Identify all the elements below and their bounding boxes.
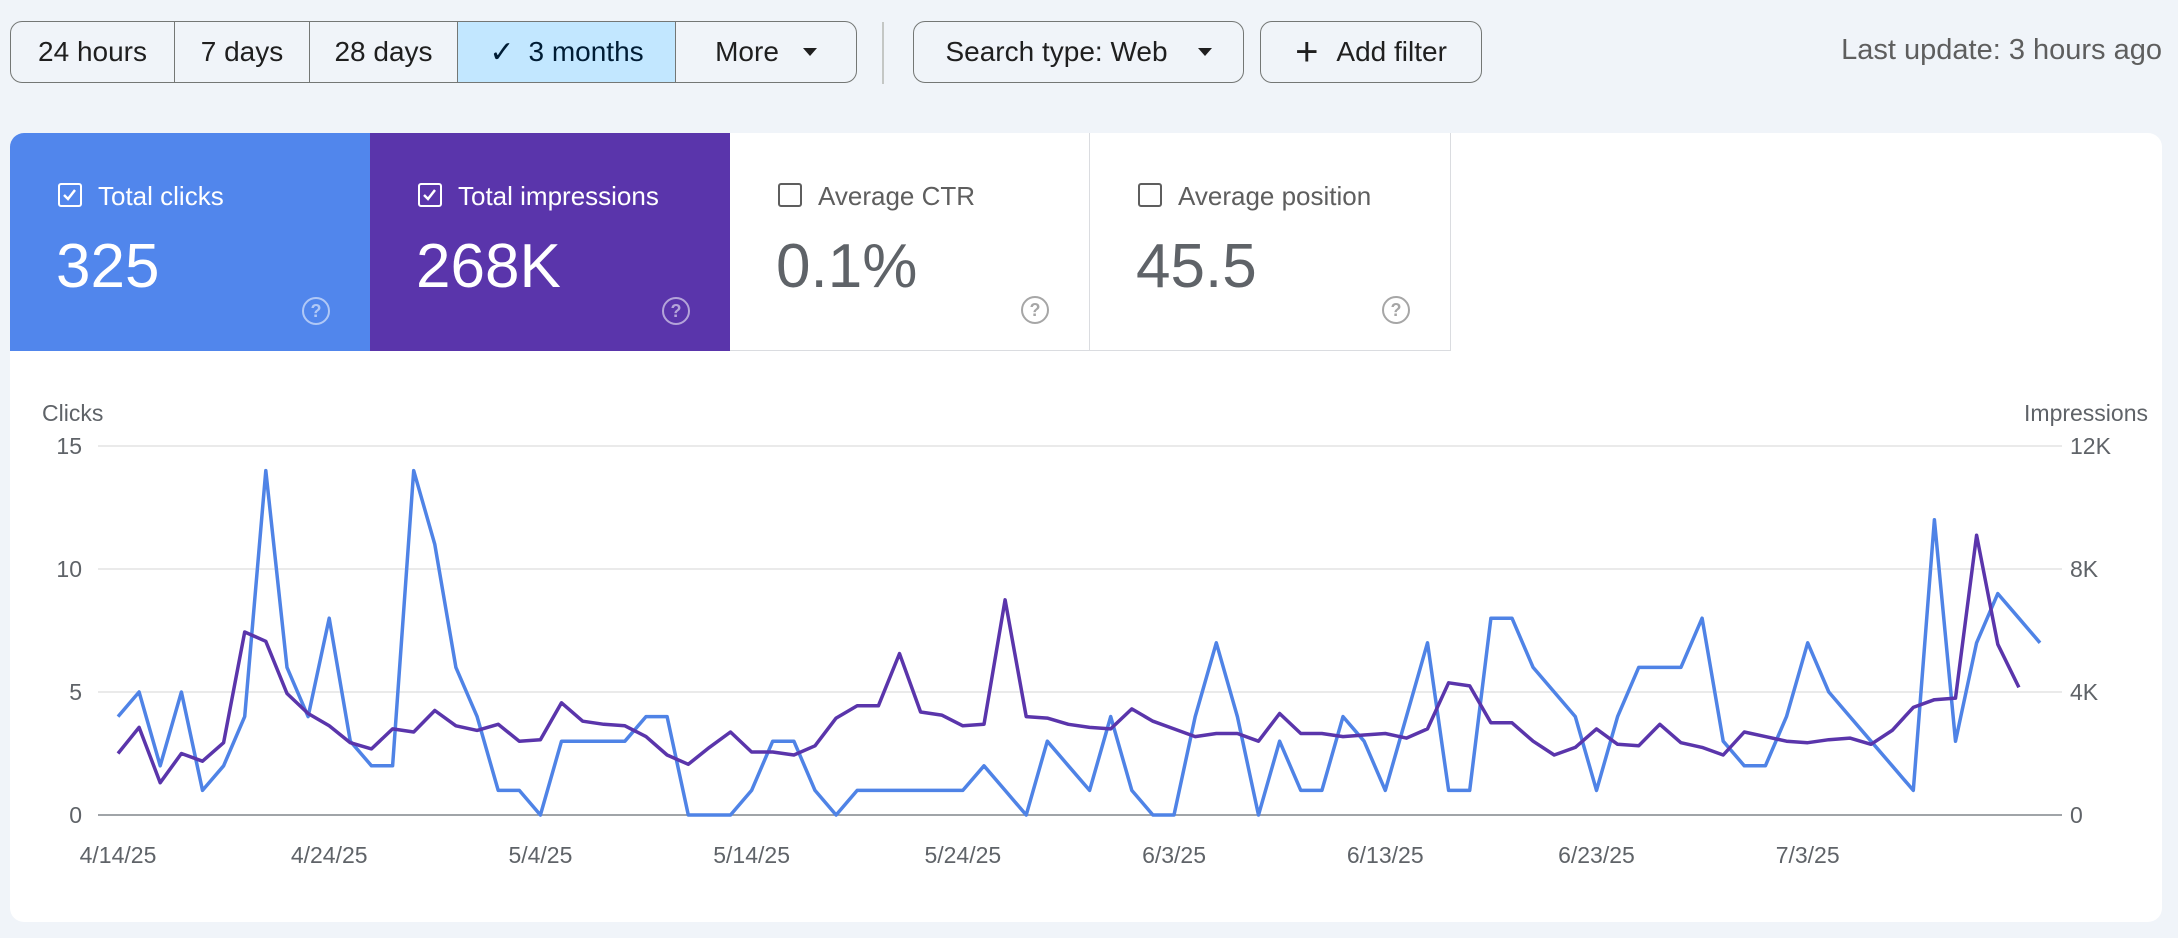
right-tick-label: 8K	[2070, 556, 2099, 582]
checkbox-unchecked-icon[interactable]	[1138, 183, 1162, 207]
metric-label: Total impressions	[458, 181, 659, 211]
x-axis-ticks: 4/14/25 4/24/25 5/4/25 5/14/25 5/24/25 6/3/25…	[80, 842, 1840, 868]
check-icon: ✓	[489, 35, 515, 69]
chevron-down-icon	[802, 48, 817, 56]
x-tick-label: 4/24/25	[291, 842, 368, 868]
series-line-impressions	[116, 533, 2021, 785]
right-tick-label: 0	[2070, 802, 2083, 828]
range-label: 28 days	[334, 36, 433, 67]
chevron-down-icon	[1197, 48, 1212, 56]
range-label: 7 days	[200, 36, 284, 67]
x-tick-label: 6/13/25	[1347, 842, 1424, 868]
left-axis-ticks: 0 5 10 15	[56, 433, 82, 828]
plus-icon: +	[1295, 30, 1319, 74]
metric-average-position[interactable]: Average position 45.5 ?	[1090, 133, 1451, 351]
metric-value: 45.5	[1136, 232, 1257, 301]
metric-total-clicks[interactable]: Total clicks 325 ?	[10, 133, 370, 351]
search-type-dropdown[interactable]: Search type: Web	[913, 21, 1244, 83]
metric-label: Average position	[1178, 181, 1372, 211]
right-tick-label: 12K	[2070, 433, 2112, 459]
x-tick-label: 6/3/25	[1142, 842, 1206, 868]
checkbox-checked-icon[interactable]	[58, 183, 82, 207]
range-28-days-button[interactable]: 28 days	[310, 22, 458, 82]
left-tick-label: 5	[69, 679, 82, 705]
checkbox-checked-icon[interactable]	[418, 183, 442, 207]
performance-chart: Clicks Impressions 0 5 10 15 0 4K 8K 12K 4/14/…	[42, 400, 2148, 868]
x-tick-label: 5/4/25	[508, 842, 572, 868]
metric-value: 0.1%	[776, 232, 918, 301]
add-filter-button[interactable]: + Add filter	[1260, 21, 1482, 83]
toolbar: 24 hours 7 days 28 days ✓ 3 months More S…	[0, 0, 2178, 106]
x-tick-label: 6/23/25	[1558, 842, 1635, 868]
left-tick-label: 0	[69, 802, 82, 828]
x-tick-label: 4/14/25	[80, 842, 157, 868]
chart-grid	[98, 445, 2062, 816]
series-line-clicks	[116, 468, 2042, 817]
help-icon[interactable]: ?	[302, 297, 330, 325]
right-axis-title: Impressions	[2024, 400, 2148, 426]
range-3-months-button[interactable]: ✓ 3 months	[458, 22, 676, 82]
help-icon[interactable]: ?	[1021, 296, 1049, 324]
checkbox-unchecked-icon[interactable]	[778, 183, 802, 207]
add-filter-label: Add filter	[1336, 36, 1447, 67]
metric-value: 325	[56, 232, 160, 301]
left-tick-label: 15	[56, 433, 82, 459]
metric-label: Total clicks	[98, 181, 224, 211]
right-axis-ticks: 0 4K 8K 12K	[2070, 433, 2112, 828]
left-tick-label: 10	[56, 556, 82, 582]
left-axis-title: Clicks	[42, 400, 103, 426]
metric-value: 268K	[416, 232, 561, 301]
last-update-text: Last update: 3 hours ago	[1841, 34, 2162, 66]
range-24-hours-button[interactable]: 24 hours	[11, 22, 175, 82]
metric-average-ctr[interactable]: Average CTR 0.1% ?	[730, 133, 1090, 351]
range-label: 24 hours	[38, 36, 147, 67]
range-more-dropdown[interactable]: More	[676, 22, 856, 82]
metric-label: Average CTR	[818, 181, 976, 211]
performance-card: Total clicks 325 ? Total impressions 268…	[10, 133, 2162, 922]
help-icon[interactable]: ?	[662, 297, 690, 325]
metric-total-impressions[interactable]: Total impressions 268K ?	[370, 133, 730, 351]
toolbar-divider	[882, 22, 884, 84]
range-label: 3 months	[528, 36, 644, 67]
range-label: More	[715, 36, 779, 67]
right-tick-label: 4K	[2070, 679, 2099, 705]
chart-series	[116, 468, 2042, 817]
search-type-label: Search type: Web	[945, 36, 1168, 67]
date-range-selector: 24 hours 7 days 28 days ✓ 3 months More	[10, 21, 857, 83]
range-7-days-button[interactable]: 7 days	[175, 22, 310, 82]
x-tick-label: 5/24/25	[924, 842, 1001, 868]
help-icon[interactable]: ?	[1382, 296, 1410, 324]
x-tick-label: 5/14/25	[713, 842, 790, 868]
x-tick-label: 7/3/25	[1776, 842, 1840, 868]
